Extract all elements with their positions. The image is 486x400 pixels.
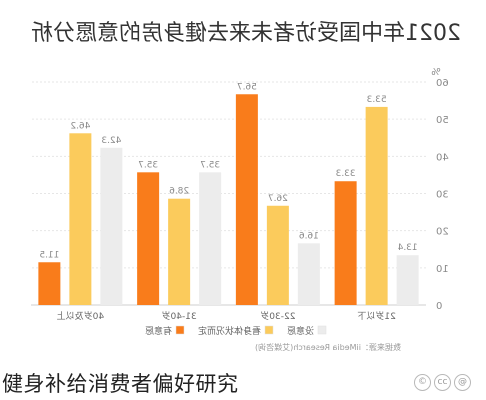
bar-value-label: 16.6 xyxy=(299,231,319,241)
legend: 没意愿 看身体状况而定 有意愿 xyxy=(145,325,327,337)
y-tick-label: 0 xyxy=(436,301,442,312)
legend-swatch xyxy=(317,325,327,335)
bar xyxy=(266,205,289,305)
x-tick-label: 40岁及以上 xyxy=(57,310,104,322)
x-axis-labels: 21岁以下 22-30岁 31-40岁 40岁及以上 xyxy=(57,310,396,322)
bar-value-label: 46.2 xyxy=(70,121,90,131)
bar xyxy=(38,262,61,305)
chart-stage: 2021年中国受访者未来去健身房的意愿分析 % 0 10 20 30 40 50 60 13… xyxy=(31,21,461,352)
gridlines xyxy=(31,81,426,306)
value-labels: 13.4 53.3 33.3 16.6 26.7 56.7 35.7 28.6 35.7 42.3… xyxy=(39,82,417,260)
y-tick-label: 20 xyxy=(436,227,449,238)
x-tick-label: 22-30岁 xyxy=(260,310,295,322)
bar-value-label: 28.6 xyxy=(169,187,189,197)
at-icon[interactable]: @ xyxy=(454,374,471,391)
bar xyxy=(396,255,419,305)
y-tick-label: 10 xyxy=(436,264,449,275)
y-tick-label: 30 xyxy=(436,190,449,201)
chart-source: 数据来源：iiMedia Research(艾媒咨询) xyxy=(255,342,401,352)
bar-value-label: 26.7 xyxy=(268,194,288,204)
bar xyxy=(199,172,222,305)
bars xyxy=(38,94,419,305)
bar-value-label: 33.3 xyxy=(336,169,356,179)
y-tick-label: 60 xyxy=(436,78,449,89)
x-tick-label: 31-40岁 xyxy=(162,310,197,322)
y-axis-ticks: 0 10 20 30 40 50 60 xyxy=(436,78,449,312)
cc-icon[interactable]: cc xyxy=(434,374,451,391)
legend-label: 有意愿 xyxy=(145,325,172,337)
legend-swatch xyxy=(264,325,274,335)
caption-text: 健身补给消费者偏好研究 xyxy=(2,372,239,396)
bar-value-label: 35.7 xyxy=(138,160,158,170)
bar xyxy=(100,147,123,305)
bar xyxy=(69,133,92,305)
bar-value-label: 13.4 xyxy=(397,243,417,253)
x-tick-label: 21岁以下 xyxy=(357,310,395,322)
caption-bar: 健身补给消费者偏好研究 © cc @ xyxy=(0,366,486,400)
y-tick-label: 50 xyxy=(436,115,449,126)
chart: 2021年中国受访者未来去健身房的意愿分析 % 0 10 20 30 40 50 60 13… xyxy=(31,21,461,352)
bar-value-label: 11.5 xyxy=(39,250,59,260)
legend-label: 没意愿 xyxy=(287,325,314,337)
bar-value-label: 35.7 xyxy=(200,160,220,170)
y-axis-unit: % xyxy=(431,67,441,78)
bar xyxy=(168,198,191,305)
bar xyxy=(334,181,357,305)
bar xyxy=(365,106,388,305)
y-tick-label: 40 xyxy=(436,152,449,163)
copyright-icon[interactable]: © xyxy=(414,374,431,391)
legend-swatch xyxy=(175,325,185,335)
bar-value-label: 56.7 xyxy=(237,82,257,92)
bar xyxy=(297,243,320,305)
bar xyxy=(137,172,160,305)
bar-value-label: 42.3 xyxy=(101,136,121,146)
chart-title: 2021年中国受访者未来去健身房的意愿分析 xyxy=(31,21,461,46)
legend-label: 看身体状况而定 xyxy=(198,325,261,337)
bar-value-label: 53.3 xyxy=(367,95,387,105)
bar xyxy=(235,94,258,305)
